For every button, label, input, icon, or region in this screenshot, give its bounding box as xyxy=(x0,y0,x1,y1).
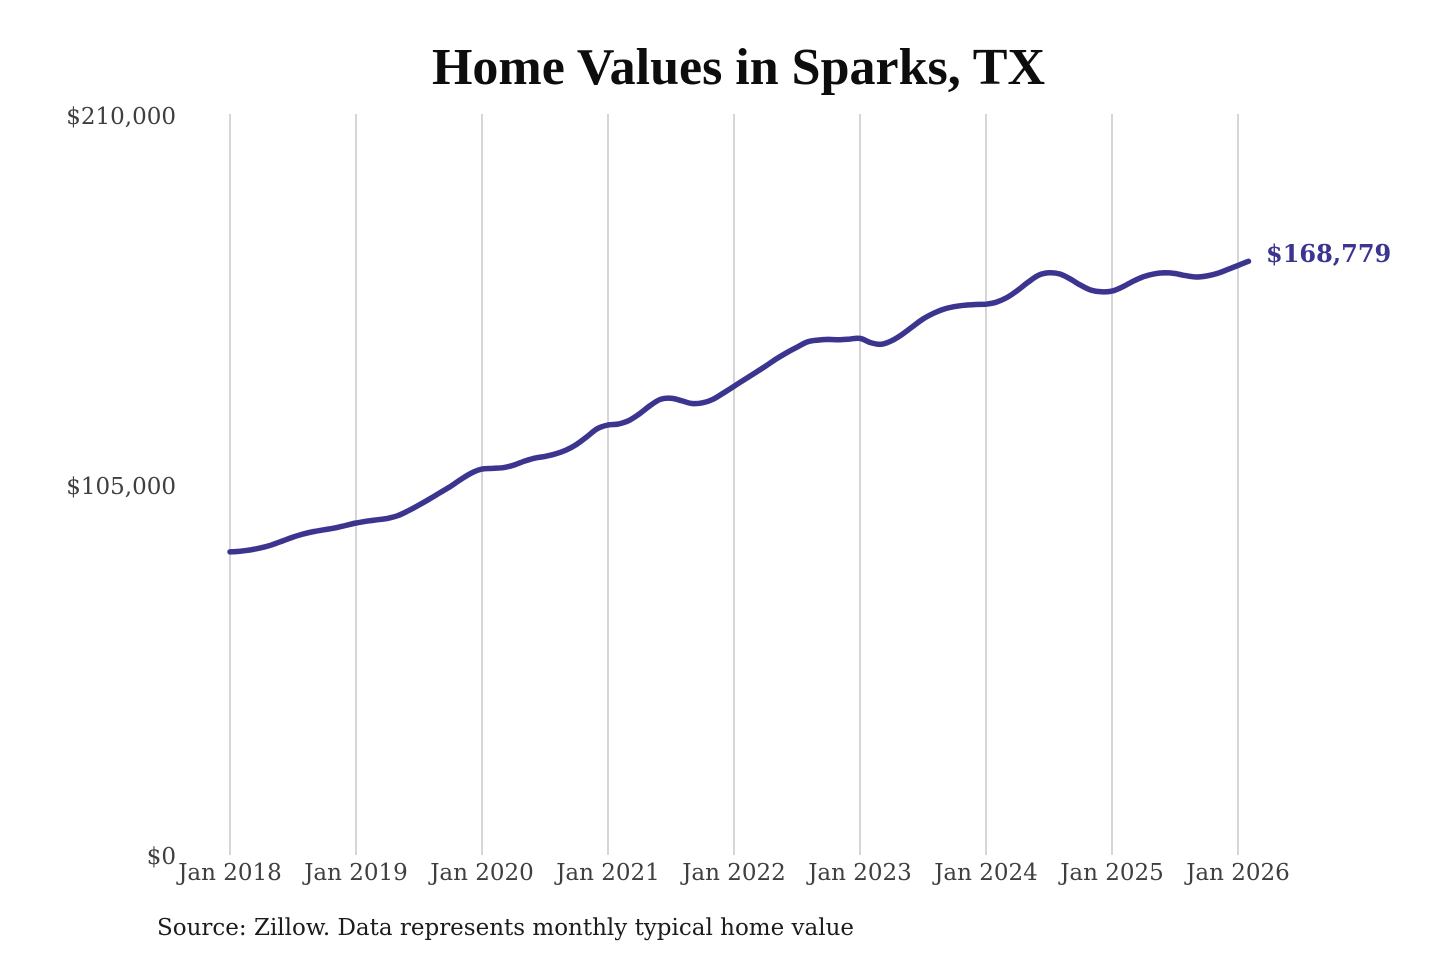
x-tick-label: Jan 2026 xyxy=(1184,860,1290,886)
x-tick-label: Jan 2022 xyxy=(680,860,786,886)
x-tick-label: Jan 2021 xyxy=(554,860,660,886)
x-tick-label: Jan 2024 xyxy=(932,860,1038,886)
x-tick-label: Jan 2020 xyxy=(428,860,534,886)
x-tick-label: Jan 2019 xyxy=(302,860,408,886)
x-tick-label: Jan 2023 xyxy=(806,860,912,886)
home-value-line xyxy=(227,258,1252,555)
source-note: Source: Zillow. Data represents monthly … xyxy=(157,915,855,941)
y-tick-label: $0 xyxy=(147,844,176,870)
chart-title: Home Values in Sparks, TX xyxy=(431,39,1046,96)
x-tick-label: Jan 2025 xyxy=(1058,860,1164,886)
y-tick-label: $105,000 xyxy=(66,474,176,500)
x-tick-label: Jan 2018 xyxy=(176,860,282,886)
latest-value-label: $168,779 xyxy=(1266,239,1392,268)
y-tick-label: $210,000 xyxy=(66,104,176,130)
